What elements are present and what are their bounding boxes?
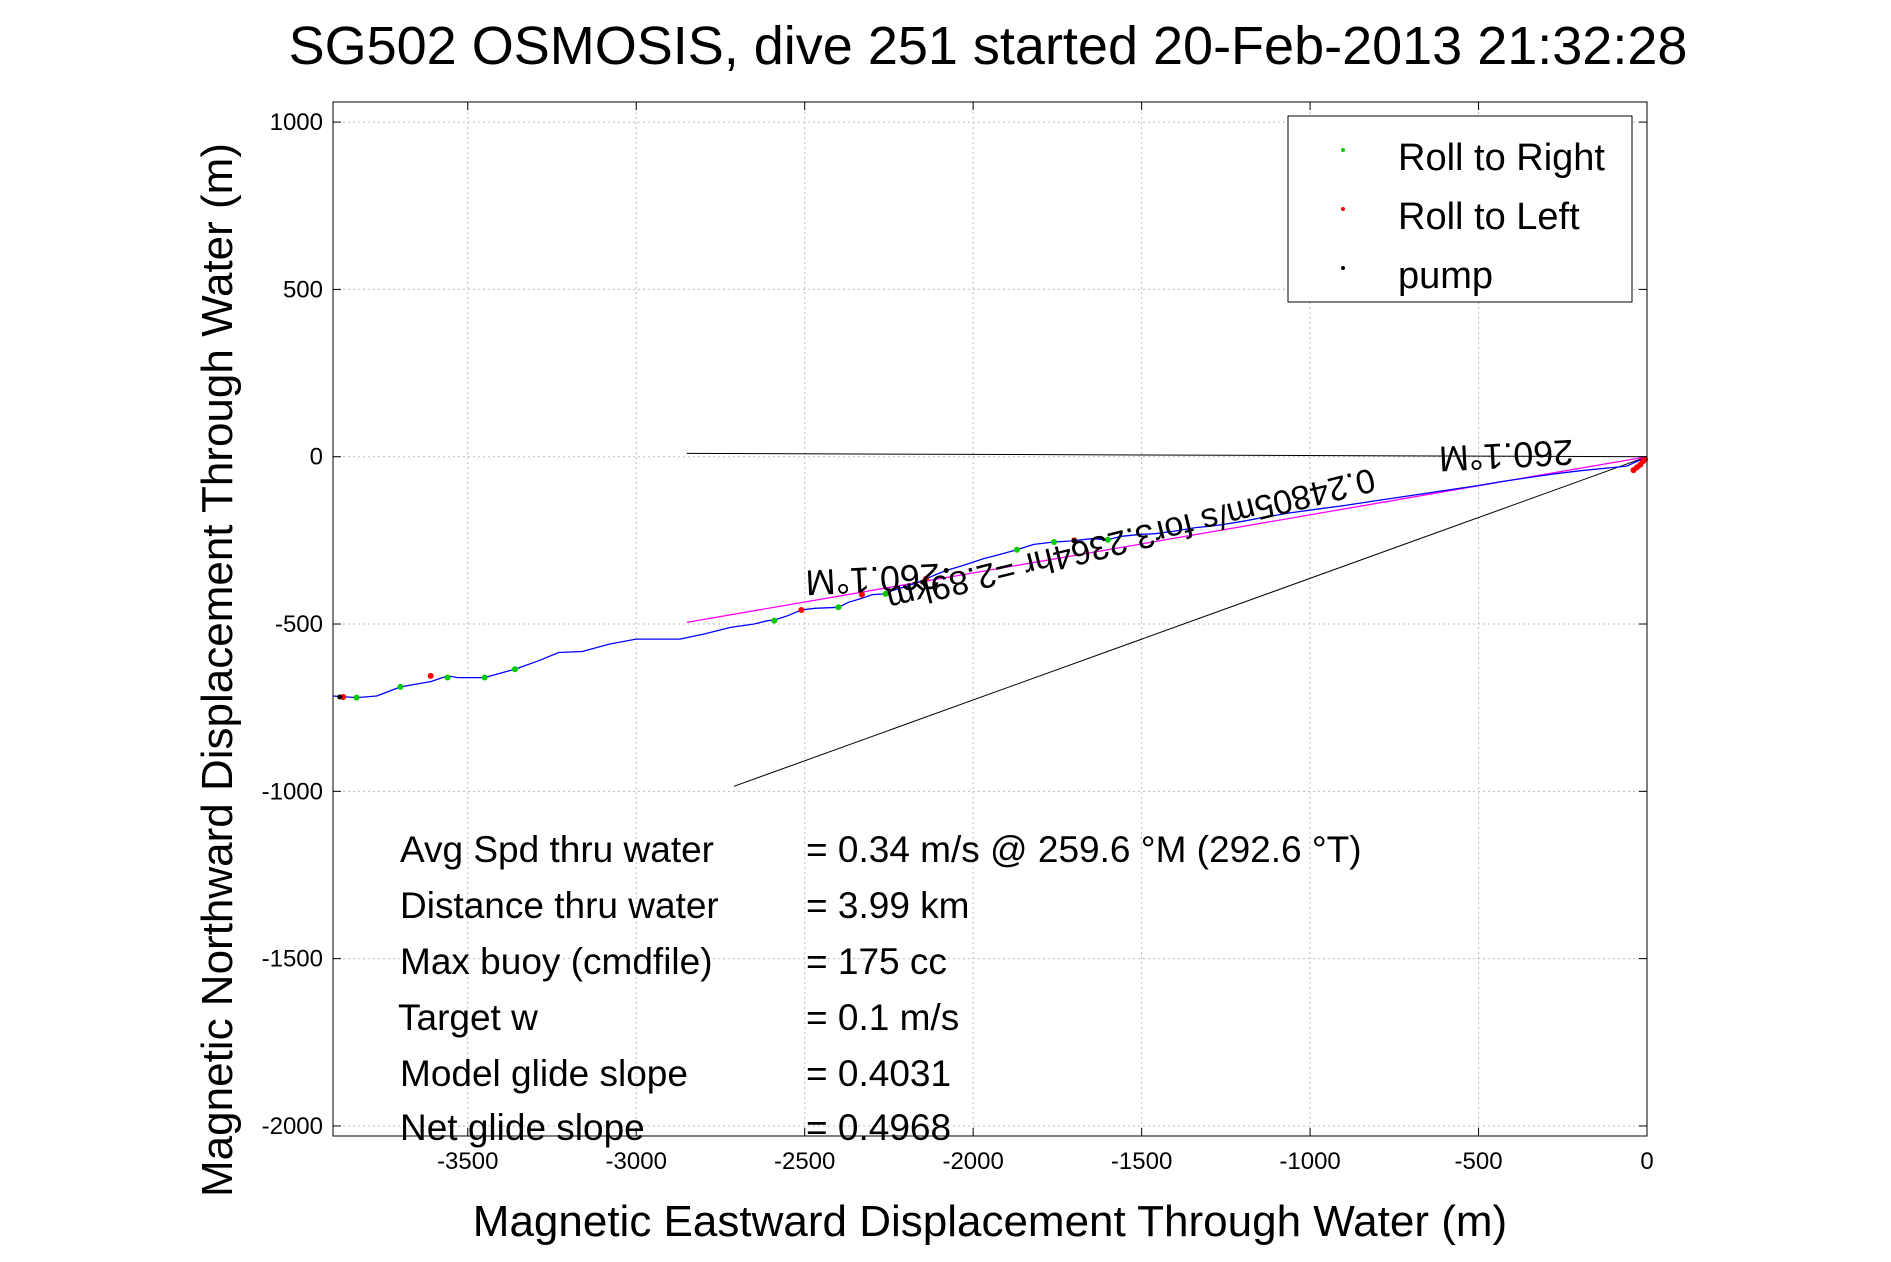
y-tick-label: 0 [310, 444, 323, 471]
roll-right-point [835, 604, 842, 611]
stat-value: = 175 cc [806, 941, 947, 982]
x-tick-label: -2000 [942, 1148, 1003, 1175]
stat-label: Model glide slope [400, 1053, 688, 1094]
pump-point [1071, 538, 1077, 544]
x-tick-label: -3500 [437, 1148, 498, 1175]
roll-right-point [511, 666, 518, 673]
legend: Roll to Right Roll to Left pump [1287, 115, 1633, 303]
chart-title: SG502 OSMOSIS, dive 251 started 20-Feb-2… [289, 16, 1688, 76]
x-axis-label: Magnetic Eastward Displacement Through W… [473, 1197, 1507, 1246]
legend-marker-roll-left [1341, 207, 1345, 211]
plot-frame [332, 101, 1648, 1137]
y-tick-label: 1000 [270, 109, 323, 136]
roll-right-point [1051, 539, 1058, 546]
legend-box [1287, 115, 1633, 303]
pump-point [337, 694, 343, 700]
roll-left-point [858, 591, 865, 598]
stat-label: Avg Spd thru water [400, 829, 714, 870]
legend-marker-roll-right [1341, 148, 1345, 152]
roll-right-point [771, 617, 778, 624]
roll-right-point [397, 683, 404, 690]
track-layer [332, 456, 1648, 699]
dive-stats: Avg Spd thru water = 0.34 m/s @ 259.6 °M… [398, 829, 1362, 1148]
track-annotation: 260.1°M [1438, 432, 1574, 480]
roll-right-point [882, 590, 889, 597]
x-tick-label: -1000 [1279, 1148, 1340, 1175]
track-annotation: 260.1°M [805, 556, 941, 604]
marker-points [337, 456, 1648, 701]
stat-label: Net glide slope [400, 1107, 645, 1148]
reference-lines [686, 452, 1648, 787]
legend-label-pump: pump [1398, 255, 1493, 297]
stat-value: = 0.34 m/s @ 259.6 °M (292.6 °T) [806, 829, 1362, 870]
x-tick-label: -500 [1455, 1148, 1503, 1175]
x-ticks: -3500 -3000 -2500 -2000 -1500 -1000 -500 0 [437, 102, 1654, 1175]
y-tick-label: 500 [283, 276, 323, 303]
x-tick-label: -3000 [606, 1148, 667, 1175]
stat-value: = 0.4031 [806, 1053, 951, 1094]
roll-left-point [922, 575, 929, 582]
roll-left-point [427, 672, 434, 679]
reference-line [686, 452, 1648, 458]
roll-right-point [481, 674, 488, 681]
roll-right-point [1013, 546, 1020, 553]
legend-marker-pump [1341, 266, 1345, 270]
roll-left-point [798, 606, 805, 613]
y-ticks: 1000 500 0 -500 -1000 -1500 -2000 [262, 109, 1647, 1140]
roll-right-point [353, 694, 360, 701]
stat-label: Target w [398, 997, 538, 1038]
stat-value: = 3.99 km [806, 885, 970, 926]
pump-point [920, 579, 926, 585]
y-tick-label: -1000 [262, 778, 323, 805]
stat-label: Max buoy (cmdfile) [400, 941, 713, 982]
pump-point [943, 567, 949, 573]
stat-label: Distance thru water [400, 885, 719, 926]
reference-line [733, 456, 1648, 787]
roll-left-point [1641, 456, 1648, 463]
legend-label-roll-left: Roll to Left [1398, 196, 1580, 238]
stat-value: = 0.4968 [806, 1107, 951, 1148]
x-tick-label: 0 [1640, 1148, 1653, 1175]
x-tick-label: -1500 [1111, 1148, 1172, 1175]
stat-value: = 0.1 m/s [806, 997, 959, 1038]
y-tick-label: -2000 [262, 1113, 323, 1140]
y-tick-label: -500 [275, 611, 323, 638]
legend-label-roll-right: Roll to Right [1398, 137, 1605, 179]
x-tick-label: -2500 [774, 1148, 835, 1175]
y-tick-label: -1500 [262, 946, 323, 973]
roll-right-point [1104, 536, 1111, 543]
y-axis-label: Magnetic Northward Displacement Through … [193, 143, 242, 1197]
track-annotation: 0.24805m/s for3.2364hr =2.89km [883, 460, 1379, 618]
dive-track-line [332, 456, 1648, 699]
roll-right-point [444, 674, 451, 681]
